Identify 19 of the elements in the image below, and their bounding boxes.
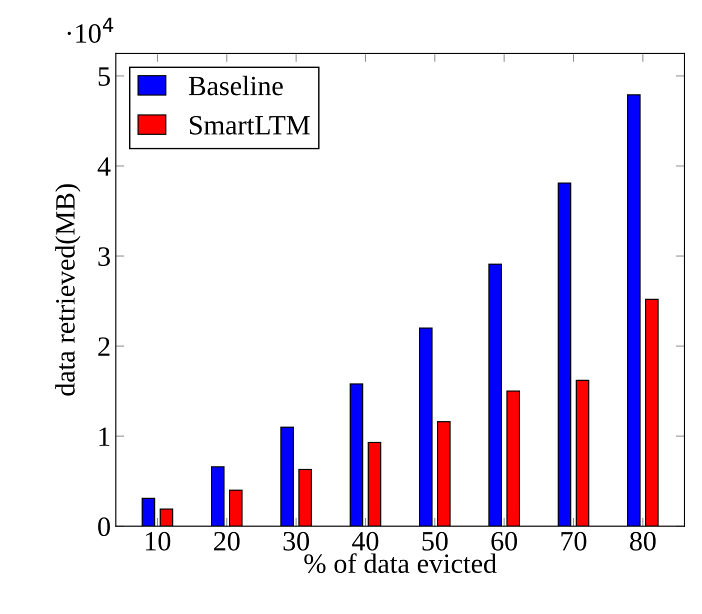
x-tick-label: 70 xyxy=(561,532,586,551)
y-tick-label: 4 xyxy=(98,157,111,176)
x-tick-label: 40 xyxy=(352,532,378,551)
x-tick-label: 60 xyxy=(491,532,517,551)
x-tick-label: 80 xyxy=(630,532,656,551)
y-tick-label: 1 xyxy=(100,427,110,446)
y-tick-label: 0 xyxy=(98,517,110,536)
text: ·10$^{4}$ xyxy=(68,18,114,43)
y-axis-title: data retrieved(MB) xyxy=(55,184,80,396)
legend-label: Baseline xyxy=(188,76,283,96)
x-tick-label: 50 xyxy=(422,532,448,551)
x-tick-label: 30 xyxy=(284,532,309,551)
y-tick-label: 2 xyxy=(98,337,110,356)
y-tick-label: 5 xyxy=(98,67,110,86)
x-tick-label: 10 xyxy=(146,532,170,551)
legend-label: SmartLTM xyxy=(190,116,310,135)
y-tick-label: 3 xyxy=(98,247,110,266)
x-axis-title: % of data evicted xyxy=(304,553,497,574)
x-tick-label: 20 xyxy=(214,532,240,551)
